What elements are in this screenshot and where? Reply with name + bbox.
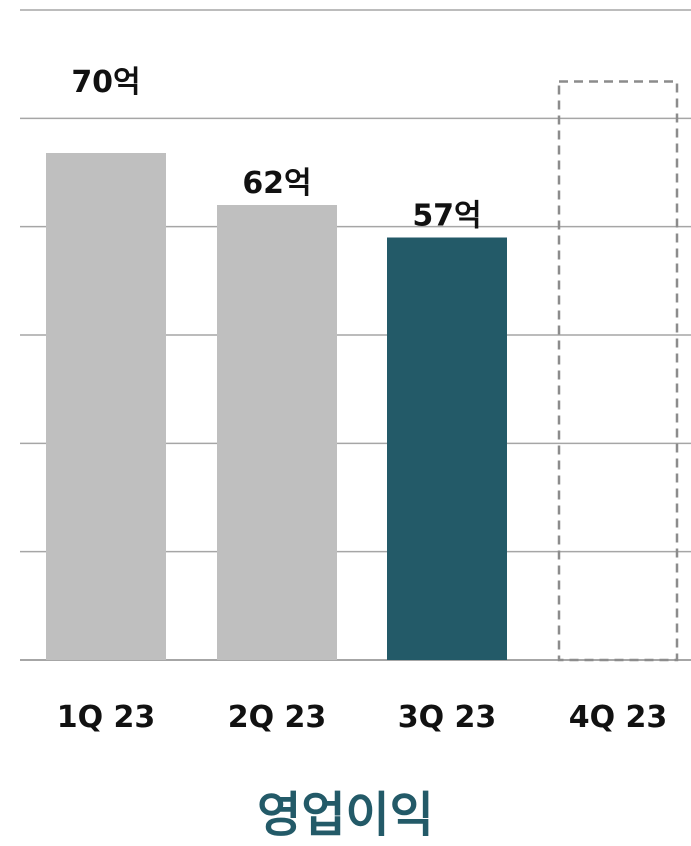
x-axis-tick-labels: 1Q 23 2Q 23 3Q 23 4Q 23 xyxy=(57,700,668,735)
x-tick-label: 2Q 23 xyxy=(228,700,327,735)
bar xyxy=(46,153,166,660)
x-tick-label: 1Q 23 xyxy=(57,700,156,735)
data-label: 62억 xyxy=(242,166,311,201)
value-labels: 70억 62억 57억 xyxy=(71,65,481,234)
x-tick-label: 4Q 23 xyxy=(569,700,668,735)
x-tick-label: 3Q 23 xyxy=(398,700,497,735)
data-label: 57억 xyxy=(412,199,481,234)
bar xyxy=(387,237,507,660)
bar xyxy=(217,205,337,660)
placeholder-bar xyxy=(557,80,679,662)
chart-title: 영업이익 xyxy=(257,787,434,843)
bars xyxy=(46,80,679,662)
data-label: 70억 xyxy=(71,65,140,100)
